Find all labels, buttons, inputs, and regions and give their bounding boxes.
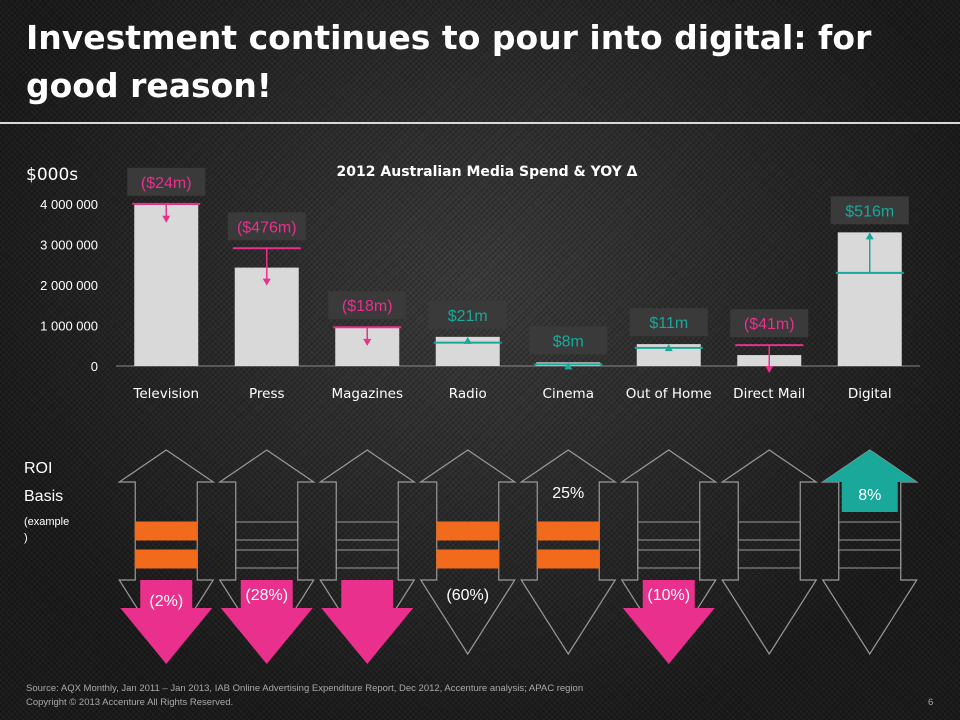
roi-basis-block: [737, 549, 801, 569]
change-label: $11m: [649, 315, 688, 332]
roi-value-label: (10%): [647, 587, 690, 604]
roi-arrow-outline: [418, 449, 517, 656]
change-label-box: [328, 291, 407, 320]
roi-value-label: (28%): [245, 587, 288, 604]
category-label: Cinema: [543, 386, 594, 402]
change-label: ($24m): [141, 175, 192, 192]
category-label: Radio: [449, 386, 487, 402]
change-arrow-head: [865, 232, 874, 240]
y-tick-label: 0: [91, 359, 98, 374]
change-arrow-head: [363, 338, 372, 346]
change-label-box: [730, 309, 809, 338]
change-label-box: [629, 308, 708, 337]
category-label: Direct Mail: [733, 386, 805, 402]
roi-basis-block: [737, 521, 801, 541]
change-arrow-head: [463, 336, 472, 344]
roi-basis-block: [335, 549, 399, 569]
change-arrow-head: [564, 362, 573, 370]
category-label: Magazines: [332, 386, 404, 402]
change-label-box: [529, 326, 608, 355]
chart-title: 2012 Australian Media Spend & YOY Δ: [337, 164, 638, 180]
bar: [134, 204, 199, 366]
change-arrow-head: [664, 344, 673, 352]
roi-basis-block: [637, 549, 701, 569]
category-label: Digital: [848, 386, 892, 402]
roi-down-arrow: [321, 580, 414, 664]
change-label-box: [127, 167, 206, 196]
change-label: ($41m): [744, 316, 795, 333]
change-label-box: [227, 212, 306, 241]
change-label: ($476m): [237, 219, 297, 236]
change-label-box: [830, 196, 909, 225]
roi-label: ROI: [24, 460, 53, 477]
change-label: $21m: [448, 308, 488, 325]
roi-basis-block: [235, 521, 299, 541]
roi-basis-block: [134, 549, 198, 569]
roi-basis-block: [436, 521, 500, 541]
media-spend-chart: 2012 Australian Media Spend & YOY Δ $000s…: [26, 164, 920, 402]
roi-basis-block: [536, 521, 600, 541]
source-note: Source: AQX Monthly, Jan 2011 – Jan 2013…: [26, 683, 584, 694]
bar: [636, 344, 701, 366]
title-divider: [0, 122, 960, 124]
roi-basis-block: [838, 521, 902, 541]
roi-up-arrow: [822, 450, 917, 512]
roi-basis-block: [134, 521, 198, 541]
page-number: 6: [928, 697, 934, 708]
change-label: $516m: [845, 203, 894, 220]
y-axis-label: $000s: [26, 165, 78, 185]
roi-basis-block: [335, 521, 399, 541]
roi-basis-block: [536, 549, 600, 569]
roi-arrow-outline: [519, 449, 618, 656]
y-tick-label: 2 000 000: [40, 278, 98, 293]
roi-example-label: (example: [24, 516, 70, 528]
roi-down-arrow: [220, 580, 313, 664]
roi-basis-block: [637, 521, 701, 541]
roi-basis-block: [838, 549, 902, 569]
change-arrow-head: [262, 278, 271, 286]
slide-title: Investment continues to pour into digita…: [26, 18, 872, 105]
category-label: Television: [132, 386, 199, 402]
roi-down-arrow: [622, 580, 715, 664]
roi-down-arrow: [120, 580, 213, 664]
copyright-note: Copyright © 2013 Accenture All Rights Re…: [26, 697, 234, 708]
category-label: Press: [249, 386, 285, 402]
roi-value-label: (2%): [149, 593, 183, 610]
change-label-box: [428, 300, 507, 329]
roi-basis-block: [235, 549, 299, 569]
roi-basis-label: Basis: [24, 488, 64, 505]
roi-basis-block: [436, 549, 500, 569]
change-label: ($18m): [342, 298, 393, 315]
roi-value-label: 25%: [552, 485, 584, 502]
change-arrow-head: [765, 366, 774, 374]
y-tick-label: 4 000 000: [40, 197, 98, 212]
roi-value-label: (60%): [446, 587, 489, 604]
roi-value-label: 8%: [858, 487, 881, 504]
change-arrow-head: [162, 215, 171, 223]
category-label: Out of Home: [626, 386, 712, 402]
change-label: $8m: [553, 333, 584, 350]
y-tick-label: 3 000 000: [40, 238, 98, 253]
y-tick-label: 1 000 000: [40, 319, 98, 334]
roi-example-paren: ): [24, 532, 28, 544]
roi-arrow-outline: [720, 449, 819, 656]
